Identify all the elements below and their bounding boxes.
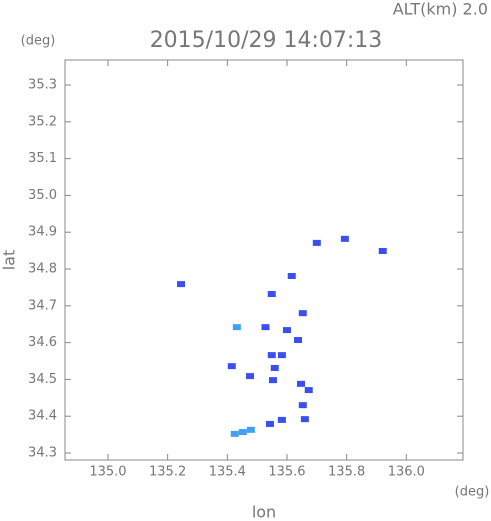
- x-tick-label: 135.8: [328, 465, 365, 480]
- y-axis-label: lat: [0, 250, 19, 271]
- echo-cell: [238, 429, 247, 436]
- x-tick-label: 135.2: [149, 465, 186, 480]
- x-unit: (deg): [455, 485, 490, 500]
- y-tick-label: 35.3: [28, 78, 57, 93]
- echo-cell: [267, 291, 276, 298]
- echo-cell: [227, 363, 236, 370]
- echo-cell: [232, 324, 241, 331]
- echo-cell: [340, 235, 349, 242]
- echo-cell: [298, 402, 307, 409]
- echo-cell: [261, 324, 270, 331]
- echo-cell: [304, 387, 313, 394]
- echo-cell: [287, 273, 296, 280]
- chart-title: 2015/10/29 14:07:13: [150, 28, 383, 53]
- echo-cell: [294, 337, 303, 344]
- y-tick-label: 34.7: [28, 298, 57, 313]
- echo-cell: [230, 430, 239, 437]
- plot-frame: [64, 59, 464, 461]
- y-tick-label: 34.8: [28, 262, 57, 277]
- y-tick-label: 35.2: [28, 114, 57, 129]
- echo-cell: [265, 420, 274, 427]
- y-tick-label: 35.0: [28, 188, 57, 203]
- y-tick-label: 34.6: [28, 335, 57, 350]
- echo-cell: [245, 373, 254, 380]
- y-tick-label: 35.1: [28, 151, 57, 166]
- echo-cell: [277, 352, 286, 359]
- y-tick-label: 34.4: [28, 409, 57, 424]
- y-tick-label: 34.5: [28, 372, 57, 387]
- x-tick-label: 136.0: [388, 465, 425, 480]
- altitude-label: ALT(km) 2.0: [393, 0, 488, 19]
- echo-cell: [177, 281, 186, 288]
- echo-cell: [267, 352, 276, 359]
- x-tick-label: 135.6: [268, 465, 305, 480]
- x-tick-label: 135.0: [89, 465, 126, 480]
- y-tick-label: 34.9: [28, 225, 57, 240]
- echo-cell: [246, 426, 255, 433]
- echo-cell: [270, 365, 279, 372]
- echo-cell: [277, 416, 286, 423]
- echo-cell: [378, 247, 387, 254]
- echo-cell: [300, 416, 309, 423]
- x-axis-label: lon: [252, 503, 276, 521]
- echo-cell: [282, 327, 291, 334]
- echo-cell: [268, 377, 277, 384]
- echo-cell: [312, 239, 321, 246]
- echo-cell: [296, 380, 305, 387]
- echo-cell: [298, 310, 307, 317]
- x-tick-label: 135.4: [209, 465, 246, 480]
- y-tick-label: 34.3: [28, 446, 57, 461]
- y-unit: (deg): [21, 34, 56, 49]
